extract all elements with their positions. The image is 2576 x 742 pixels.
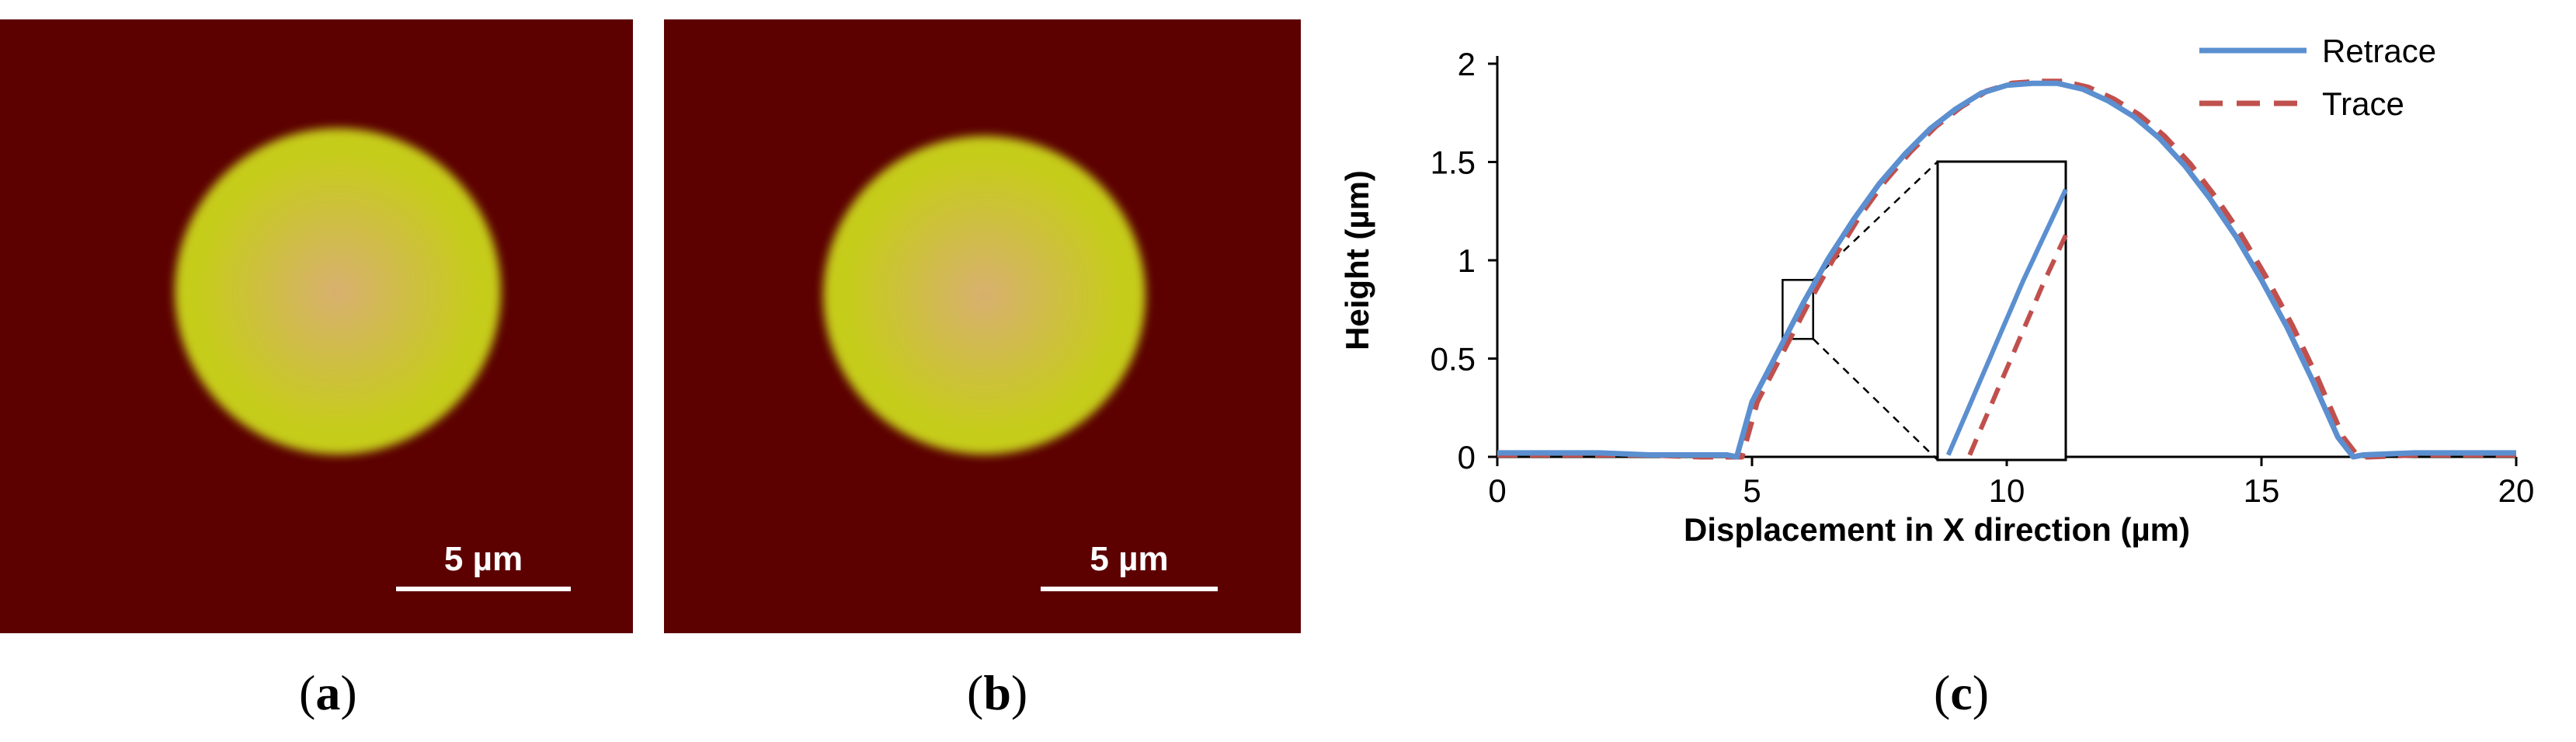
caption-a: (a) (299, 664, 357, 722)
zoom-connector-bottom (1812, 338, 1938, 461)
caption-close: ) (1010, 665, 1028, 720)
caption-letter: c (1950, 665, 1973, 720)
scale-label: 5 µm (443, 540, 523, 578)
zoom-source-box (1782, 279, 1814, 340)
afm-image-b: 5 µm (664, 19, 1301, 633)
inset-series-line-retrace (1945, 188, 2068, 456)
scale-bar (396, 587, 571, 591)
y-tick-label: 0.5 (1431, 341, 1476, 378)
caption-b: (b) (967, 664, 1027, 722)
scale-bar (1041, 587, 1218, 591)
afm-image-a: 5 µm (0, 19, 633, 633)
y-tick-label: 1 (1458, 242, 1476, 279)
x-tick-label: 15 (2244, 472, 2280, 509)
x-tick-label: 5 (1743, 472, 1761, 509)
y-tick-label: 2 (1458, 46, 1476, 82)
caption-letter: b (983, 665, 1011, 720)
caption-open: ( (967, 665, 984, 720)
caption-close: ) (340, 665, 357, 720)
dome-feature (823, 136, 1145, 455)
caption-close: ) (1972, 665, 1990, 720)
x-tick-label: 0 (1488, 472, 1506, 509)
inset-series-line-trace (1967, 234, 2068, 456)
scale-label: 5 µm (1090, 540, 1169, 578)
chart-axes: 0 5 10 15 20 0 0.5 1 1.5 2 Displacement in X direc… (1339, 46, 2534, 548)
chart-inset (1782, 160, 2067, 462)
y-tick-label: 0 (1458, 439, 1476, 476)
caption-open: ( (299, 665, 316, 720)
y-tick-label: 1.5 (1431, 145, 1476, 181)
dome-feature (175, 128, 501, 455)
x-axis-title: Displacement in X direction (µm) (1684, 511, 2190, 548)
inset-frame (1936, 160, 2067, 462)
chart-series (1497, 78, 2516, 460)
legend-label-trace: Trace (2322, 85, 2404, 122)
chart-legend: Retrace Trace (2199, 33, 2436, 122)
caption-letter: a (315, 665, 341, 720)
caption-open: ( (1934, 665, 1951, 720)
height-profile-chart: 0 5 10 15 20 0 0.5 1 1.5 2 Displacement in X direc… (1339, 33, 2534, 548)
x-tick-label: 20 (2498, 472, 2535, 509)
caption-c: (c) (1934, 664, 1989, 722)
x-tick-label: 10 (1989, 472, 2025, 509)
legend-label-retrace: Retrace (2322, 33, 2436, 69)
y-axis-title: Height (µm) (1339, 170, 1375, 350)
series-line-retrace (1497, 80, 2516, 460)
